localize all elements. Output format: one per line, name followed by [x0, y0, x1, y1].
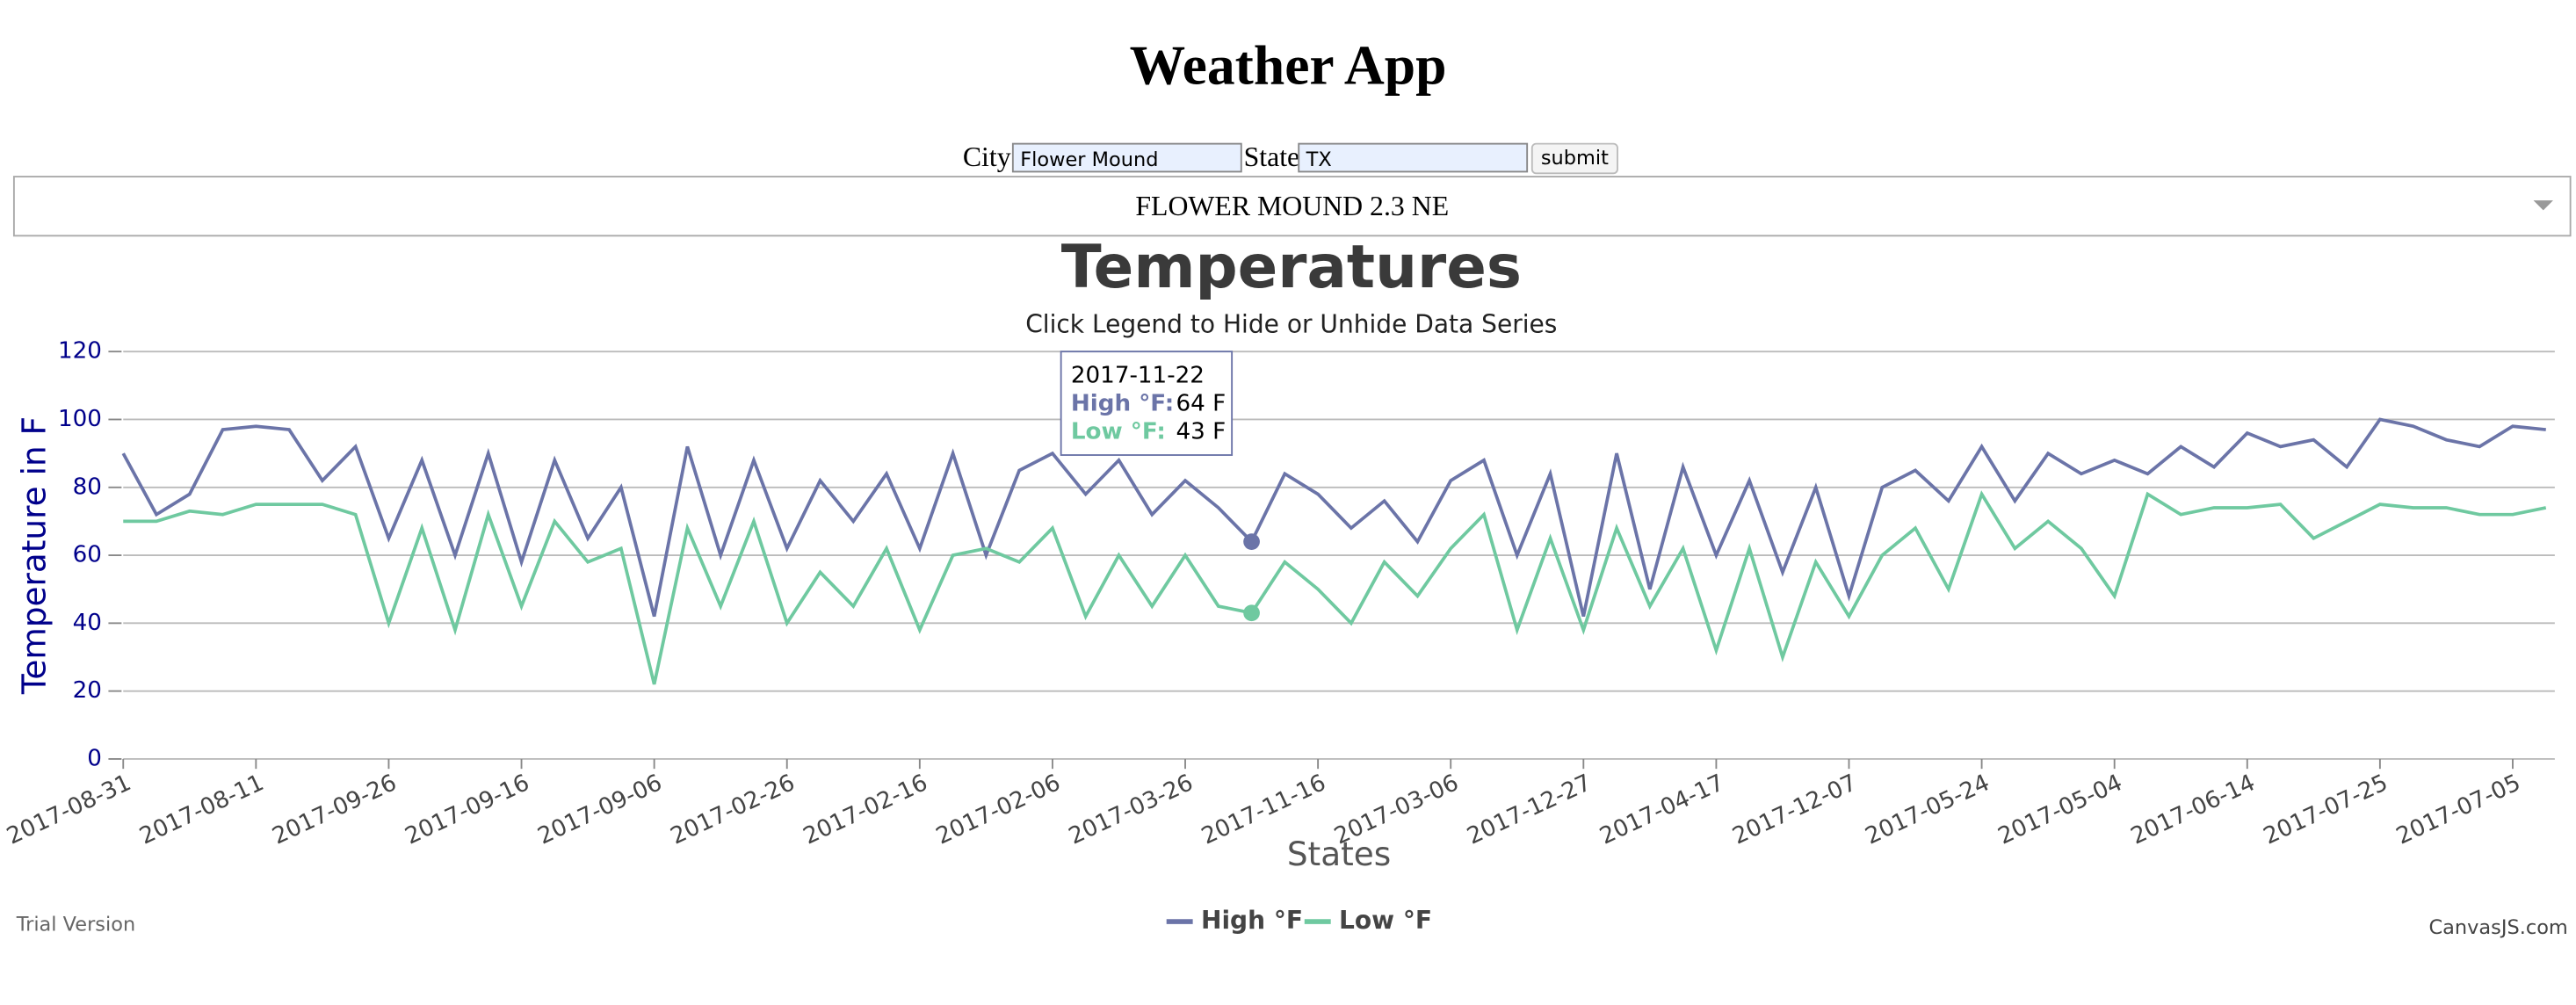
legend-label: Low °F [1339, 906, 1432, 935]
line [123, 490, 2547, 685]
x-tick-label: 2017-06-14 [2127, 770, 2260, 850]
legend-label: High °F [1201, 906, 1303, 935]
y-tick-label: 80 [73, 474, 102, 500]
x-tick-label: 2017-07-25 [2260, 770, 2392, 850]
tooltip-value: 64 F [1176, 391, 1226, 417]
x-tick-label: 2017-05-24 [1862, 770, 1994, 850]
legend-item[interactable]: Low °F [1304, 906, 1432, 935]
x-tick-label: 2017-03-26 [1065, 770, 1198, 850]
city-label: City [962, 141, 1011, 173]
x-tick-label: 2017-09-26 [269, 770, 402, 850]
state-input[interactable]: TX [1298, 142, 1529, 173]
chart-subtitle: Click Legend to Hide or Unhide Data Seri… [1025, 309, 1557, 338]
x-tick-label: 2017-05-04 [1994, 770, 2127, 850]
tooltip-value: 43 F [1176, 418, 1226, 445]
submit-button[interactable]: submit [1530, 142, 1618, 175]
x-tick-label: 2017-09-16 [402, 770, 534, 850]
tooltip-box [1060, 351, 1234, 456]
hover-marker [1243, 533, 1260, 550]
x-tick-label: 2017-02-26 [667, 770, 800, 850]
y-tick-label: 100 [58, 406, 102, 432]
line [121, 417, 2546, 618]
state-label: State [1243, 141, 1300, 173]
y-axis-title: Temperature in F [15, 416, 54, 695]
x-tick-label: 2017-12-27 [1463, 770, 1596, 850]
station-select[interactable]: FLOWER MOUND 2.3 NE [12, 176, 2572, 237]
x-tick-label: 2017-03-06 [1330, 770, 1463, 850]
chart-title: Temperatures [1061, 233, 1522, 301]
select-arrow [2533, 200, 2553, 211]
tooltip-title: 2017-11-22 [1071, 363, 1205, 389]
hover-marker [1243, 604, 1260, 622]
x-tick-label: 2017-08-31 [3, 770, 135, 850]
x-tick-label: 2017-02-16 [800, 770, 932, 850]
x-tick-label: 2017-12-07 [1729, 770, 1862, 850]
city-input[interactable]: Flower Mound [1011, 142, 1242, 173]
credit-text: CanvasJS.com [2429, 916, 2568, 939]
tooltip-label: High °F: [1071, 391, 1174, 417]
y-tick-label: 40 [73, 610, 102, 636]
y-tick-label: 60 [73, 542, 102, 568]
tooltip-label: Low °F: [1071, 418, 1166, 445]
y-tick-label: 20 [73, 677, 102, 704]
y-tick-label: 0 [87, 745, 102, 771]
x-axis-title: States [1287, 835, 1391, 873]
trial-text: Trial Version [16, 913, 136, 936]
y-tick-label: 120 [58, 338, 102, 365]
x-tick-label: 2017-09-06 [534, 770, 667, 850]
x-tick-label: 2017-08-11 [135, 770, 268, 850]
app-title: Weather App [1129, 36, 1447, 98]
x-tick-label: 2017-04-17 [1596, 770, 1728, 850]
x-tick-label: 2017-02-06 [932, 770, 1065, 850]
x-tick-label: 2017-07-05 [2392, 770, 2525, 850]
legend-item[interactable]: High °F [1166, 906, 1303, 935]
